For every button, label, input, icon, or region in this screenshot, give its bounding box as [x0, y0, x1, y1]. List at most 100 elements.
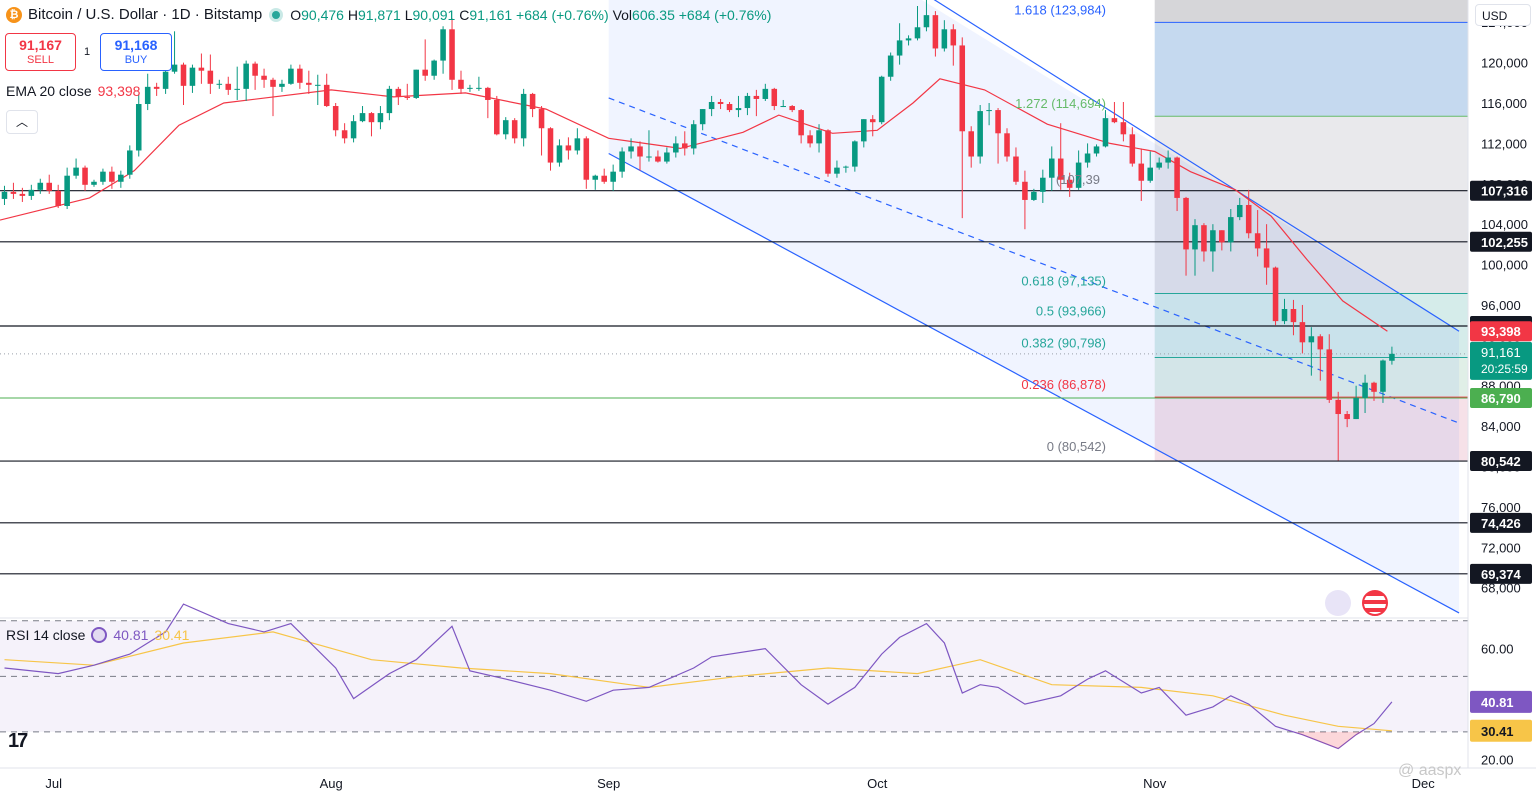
rsi-ma-value-tag: 30.41: [1481, 724, 1514, 739]
level-price-tag: 80,542: [1481, 454, 1521, 469]
candle: [1299, 322, 1306, 343]
candle: [646, 156, 652, 158]
tradingview-logo-icon[interactable]: 17: [8, 730, 28, 752]
price-tick-label: 68,000: [1481, 581, 1521, 596]
candle: [1102, 118, 1109, 147]
fib-label: 0.236 (86,878): [1021, 377, 1106, 392]
time-tick-label: Nov: [1143, 776, 1167, 791]
rsi-tick-label: 60.00: [1481, 642, 1514, 657]
candle: [843, 166, 849, 168]
candle: [1066, 179, 1073, 188]
candle: [1, 191, 8, 199]
sell-price: 91,167: [19, 37, 62, 53]
ema-layer: [0, 78, 1388, 332]
candle: [538, 109, 545, 129]
price-tick-label: 76,000: [1481, 500, 1521, 515]
candle: [959, 45, 966, 132]
rsi-tick-label: 20.00: [1481, 753, 1514, 768]
open-label: O: [290, 6, 302, 23]
change-value: +684 (+0.76%): [516, 6, 609, 23]
level-price-tag: 107,316: [1481, 184, 1528, 199]
candle: [780, 106, 787, 108]
spread-value: 1: [84, 46, 91, 58]
candle: [852, 141, 858, 167]
candle: [1353, 397, 1359, 420]
refresh-icon[interactable]: [91, 627, 108, 643]
level-price-tag: 69,374: [1481, 567, 1522, 582]
currency-label: USD: [1482, 9, 1508, 23]
last-price-tag: 91,161: [1481, 345, 1521, 360]
candle: [1228, 217, 1234, 243]
us-flag-icon[interactable]: [1362, 590, 1388, 616]
candle: [556, 145, 563, 163]
price-axis: 68,00072,00076,00080,00084,00088,00092,0…: [1467, 0, 1532, 768]
time-tick-label: Dec: [1412, 776, 1436, 791]
candle: [601, 175, 607, 182]
candle: [144, 86, 151, 105]
candle: [1272, 267, 1279, 322]
chevron-up-icon: ︿: [15, 115, 28, 129]
candle: [1210, 230, 1216, 252]
currency-selector[interactable]: USD: [1475, 4, 1531, 26]
candle: [1380, 360, 1386, 392]
collapse-legend-button[interactable]: ︿: [6, 110, 38, 134]
candle: [73, 167, 79, 176]
candle: [476, 87, 482, 89]
symbol-title: Bitcoin / U.S. Dollar · 1D · Bitstamp: [28, 6, 263, 23]
time-axis: Jul Aug Sep Oct Nov Dec: [0, 767, 1536, 791]
candle: [511, 120, 518, 139]
sell-button[interactable]: 91,167 SELL: [5, 33, 76, 71]
candle: [1245, 204, 1252, 234]
ema20-line: [0, 78, 1388, 332]
fib-zone-top: [1154, 0, 1468, 23]
candle: [995, 110, 1001, 134]
price-tick-label: 116,000: [1481, 96, 1527, 111]
candle: [1174, 157, 1180, 198]
ema-legend[interactable]: EMA 20 close 93,398: [6, 83, 140, 99]
candle: [189, 67, 196, 86]
candle: [1263, 248, 1270, 268]
candle: [1317, 336, 1324, 350]
low-label: L: [404, 6, 413, 23]
candle: [243, 63, 249, 89]
level-price-tag: 102,255: [1481, 235, 1528, 250]
rsi-ma-value-tag-bg: [1470, 719, 1532, 742]
candle: [1138, 163, 1145, 181]
candle: [1183, 197, 1189, 250]
close-value: 91,161: [469, 6, 513, 23]
level-price-tag: 74,426: [1481, 516, 1521, 531]
volume-change: +684 (+0.76%): [678, 6, 772, 23]
price-tick-label: 120,000: [1481, 56, 1528, 71]
candle: [216, 83, 223, 85]
candle: [404, 96, 411, 98]
candle: [520, 93, 527, 139]
fib-label: 0.5 (93,966): [1036, 304, 1106, 319]
buy-button[interactable]: 91,168 BUY: [100, 33, 172, 71]
rsi-oversold-fill: [1294, 731, 1365, 749]
sell-label: SELL: [27, 54, 54, 66]
candle: [565, 145, 572, 151]
candle: [502, 120, 509, 135]
candle: [1147, 167, 1154, 181]
candle: [798, 110, 804, 136]
candle: [1290, 309, 1297, 323]
candle: [861, 119, 867, 142]
rsi-label: RSI 14 close: [6, 627, 86, 643]
candle: [1084, 153, 1091, 163]
rsi-layer: [0, 603, 1468, 750]
candle: [458, 79, 464, 89]
ema-price-tag-bg: [1470, 321, 1532, 342]
fib-label: 1.618 (123,984): [1014, 2, 1106, 17]
candle: [664, 152, 670, 162]
magic-wand-icon[interactable]: [1325, 590, 1351, 616]
candle: [37, 182, 44, 190]
candle: [968, 131, 974, 157]
candle: [592, 175, 599, 180]
candle: [10, 191, 17, 194]
rsi-legend[interactable]: RSI 14 close 40.81 30.41: [6, 627, 189, 643]
ema-price-tag: 93,398: [1481, 324, 1521, 339]
watermark: @ aaspx: [1398, 762, 1462, 779]
candle: [1057, 158, 1064, 180]
candle: [726, 104, 733, 111]
